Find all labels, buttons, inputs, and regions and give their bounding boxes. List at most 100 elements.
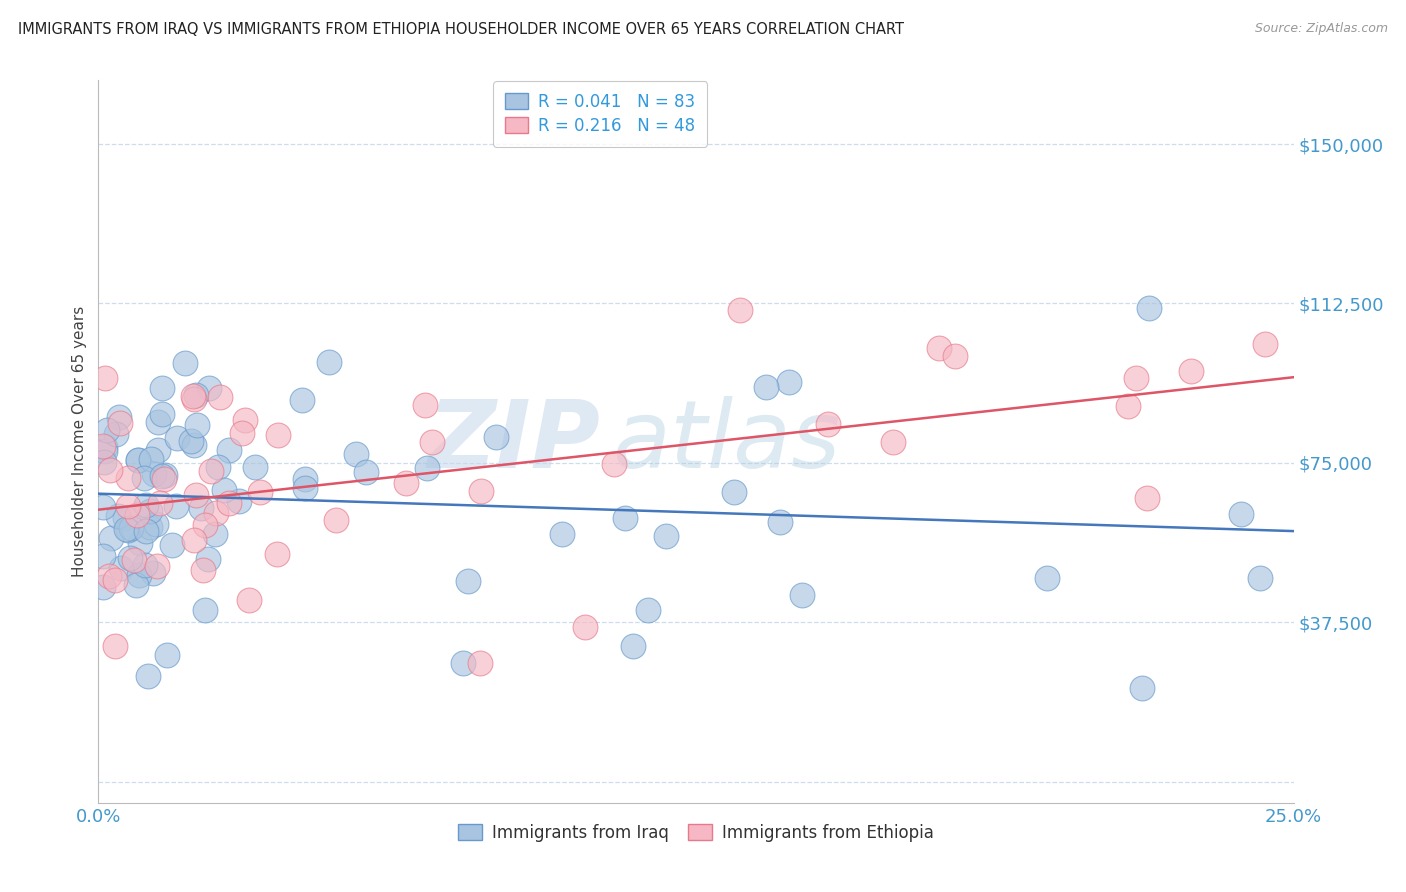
Point (186, 388, 208, 402)
Point (778, 375, 800, 389)
Point (1130, 681, 1153, 695)
Point (416, 461, 439, 475)
Point (191, 563, 214, 577)
Point (148, 415, 170, 429)
Point (127, 453, 149, 467)
Text: IMMIGRANTS FROM IRAQ VS IMMIGRANTS FROM ETHIOPIA HOUSEHOLDER INCOME OVER 65 YEAR: IMMIGRANTS FROM IRAQ VS IMMIGRANTS FROM … (18, 22, 904, 37)
Point (122, 553, 145, 567)
Text: ZIP: ZIP (427, 395, 600, 488)
Point (110, 561, 132, 575)
Point (117, 499, 139, 513)
Point (728, 303, 751, 318)
Point (156, 648, 179, 663)
Point (1118, 399, 1140, 413)
Point (194, 603, 217, 617)
Point (117, 523, 139, 537)
Point (150, 469, 173, 483)
Point (128, 535, 150, 549)
Point (451, 656, 474, 670)
Point (145, 517, 167, 532)
Point (180, 434, 202, 449)
Point (198, 381, 221, 395)
Point (142, 566, 165, 580)
Point (208, 390, 231, 404)
Point (457, 574, 479, 588)
Point (249, 485, 271, 500)
Point (233, 413, 256, 427)
Point (204, 527, 226, 541)
Point (100, 531, 122, 545)
Point (621, 639, 644, 653)
Point (231, 425, 253, 440)
Point (160, 538, 183, 552)
Point (1249, 571, 1271, 585)
Point (655, 528, 678, 542)
Point (344, 447, 367, 461)
Point (139, 503, 162, 517)
Point (200, 464, 222, 478)
Point (143, 467, 166, 481)
Point (136, 669, 159, 683)
Point (115, 522, 138, 536)
Point (266, 547, 288, 561)
Point (190, 501, 212, 516)
Point (485, 430, 508, 444)
Point (291, 393, 314, 408)
Point (94, 440, 117, 454)
Point (470, 656, 492, 670)
Point (214, 483, 236, 497)
Point (1180, 364, 1202, 378)
Point (127, 508, 149, 523)
Point (1035, 571, 1057, 585)
Point (107, 509, 129, 524)
Point (104, 426, 127, 441)
Point (574, 620, 596, 634)
Point (197, 552, 219, 566)
Point (166, 432, 188, 446)
Text: atlas: atlas (613, 396, 841, 487)
Point (120, 550, 142, 565)
Point (91, 500, 114, 514)
Point (769, 516, 792, 530)
Point (127, 452, 149, 467)
Point (134, 470, 156, 484)
Point (146, 442, 169, 457)
Point (98, 463, 121, 477)
Point (186, 417, 208, 432)
Point (325, 513, 347, 527)
Point (145, 558, 167, 573)
Point (134, 558, 156, 572)
Point (723, 485, 745, 500)
Point (238, 593, 260, 607)
Point (817, 417, 839, 431)
Point (114, 511, 136, 525)
Point (790, 588, 813, 602)
Point (149, 496, 172, 510)
Y-axis label: Householder Income Over 65 years: Householder Income Over 65 years (72, 306, 87, 577)
Point (91, 549, 114, 564)
Point (603, 458, 626, 472)
Point (117, 471, 139, 485)
Point (183, 392, 205, 406)
Point (422, 435, 444, 450)
Point (97, 569, 120, 583)
Point (152, 471, 174, 485)
Point (218, 495, 240, 509)
Point (755, 380, 778, 394)
Point (183, 533, 205, 547)
Point (207, 459, 229, 474)
Legend: Immigrants from Iraq, Immigrants from Ethiopia: Immigrants from Iraq, Immigrants from Et… (451, 817, 941, 848)
Point (1230, 508, 1253, 522)
Point (96, 423, 118, 437)
Point (141, 452, 163, 467)
Point (470, 483, 492, 498)
Point (928, 341, 950, 355)
Point (165, 499, 187, 513)
Point (294, 472, 316, 486)
Point (108, 409, 131, 424)
Point (91, 439, 114, 453)
Point (135, 498, 157, 512)
Point (318, 355, 340, 369)
Point (94, 371, 117, 385)
Point (228, 493, 250, 508)
